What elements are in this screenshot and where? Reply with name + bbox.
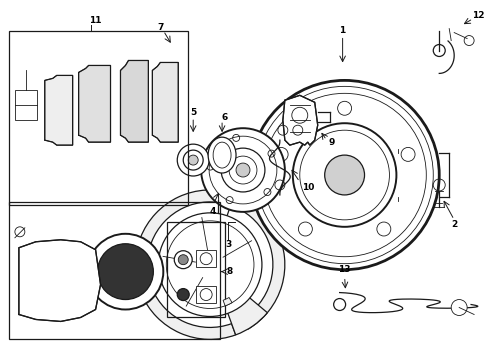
Text: 8: 8 (226, 267, 233, 276)
Polygon shape (120, 60, 148, 142)
Circle shape (158, 213, 262, 316)
Bar (9, 31, 188, 205)
Text: 3: 3 (224, 240, 231, 249)
Text: 1: 1 (339, 26, 345, 35)
Circle shape (249, 80, 438, 270)
Circle shape (177, 289, 189, 301)
Circle shape (174, 251, 192, 269)
Text: 6: 6 (222, 113, 228, 122)
Circle shape (324, 155, 364, 195)
Ellipse shape (208, 137, 236, 173)
Bar (126, 66, 147, 120)
Polygon shape (19, 240, 101, 321)
Polygon shape (282, 95, 317, 145)
Circle shape (177, 144, 209, 176)
Bar (167, 222, 224, 318)
Circle shape (178, 255, 188, 265)
Bar (196, 250, 216, 267)
Ellipse shape (213, 142, 230, 168)
Circle shape (221, 148, 264, 192)
Text: 13: 13 (338, 265, 350, 274)
Text: 2: 2 (450, 220, 456, 229)
Text: 12: 12 (471, 11, 483, 20)
Text: 5: 5 (190, 108, 196, 117)
Wedge shape (223, 297, 232, 306)
Polygon shape (45, 75, 73, 145)
Bar (196, 285, 216, 302)
Circle shape (222, 219, 232, 229)
Text: 11: 11 (89, 16, 102, 25)
Circle shape (98, 244, 153, 300)
Circle shape (188, 155, 198, 165)
Wedge shape (225, 293, 267, 335)
Text: 10: 10 (301, 184, 313, 193)
Circle shape (333, 298, 345, 310)
Circle shape (87, 234, 163, 310)
Bar (160, 85, 176, 105)
Polygon shape (152, 62, 178, 142)
Circle shape (432, 45, 444, 57)
Circle shape (201, 128, 285, 212)
Text: 4: 4 (209, 207, 216, 216)
Text: 7: 7 (157, 23, 163, 32)
Circle shape (450, 300, 466, 315)
Text: 9: 9 (328, 138, 334, 147)
Wedge shape (135, 190, 285, 339)
Polygon shape (79, 66, 110, 142)
Bar (15, 90, 37, 120)
Circle shape (36, 262, 76, 302)
Bar (9, 202, 220, 339)
Circle shape (236, 163, 249, 177)
